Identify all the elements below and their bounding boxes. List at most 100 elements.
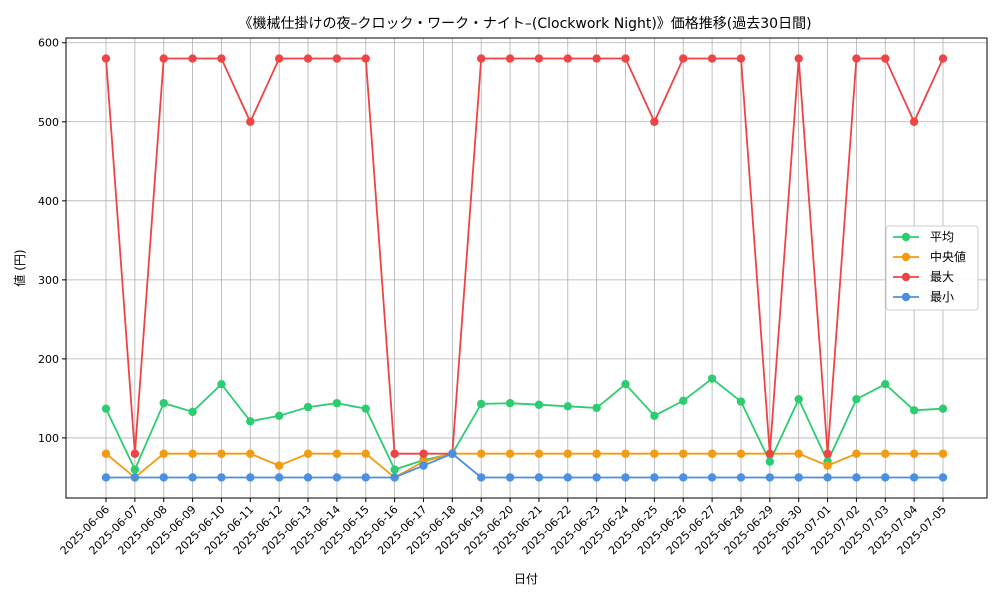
data-point <box>534 54 544 63</box>
data-point <box>707 449 717 458</box>
y-tick-label: 600 <box>38 37 59 50</box>
data-point <box>650 449 659 458</box>
x-axis-label: 日付 <box>514 572 538 586</box>
data-point <box>159 473 168 482</box>
data-point <box>130 473 140 482</box>
series-2 <box>101 54 948 458</box>
data-point <box>563 402 572 411</box>
x-axis-ticks: 2025-06-062025-06-072025-06-082025-06-09… <box>58 498 949 557</box>
y-axis-label: 値 (円) <box>12 249 27 286</box>
data-point <box>765 457 775 466</box>
series-lines <box>101 54 948 482</box>
legend-label: 最小 <box>930 290 954 304</box>
data-point <box>246 449 255 458</box>
data-point <box>909 449 919 458</box>
data-point <box>534 449 544 458</box>
data-point <box>650 473 659 482</box>
data-point <box>361 473 370 482</box>
data-point <box>909 117 919 126</box>
data-point <box>765 449 775 458</box>
legend-label: 最大 <box>930 270 954 284</box>
legend-swatch-marker <box>901 292 911 302</box>
data-point <box>650 117 659 126</box>
data-point <box>477 54 486 63</box>
data-point <box>650 411 659 421</box>
data-point <box>217 473 226 482</box>
data-point <box>852 473 861 482</box>
data-point <box>303 449 313 458</box>
data-point <box>361 54 370 63</box>
data-point <box>938 54 948 63</box>
data-point <box>448 449 457 458</box>
data-point <box>419 449 428 458</box>
data-point <box>679 396 688 405</box>
data-point <box>419 461 428 470</box>
data-point <box>909 406 919 415</box>
data-point <box>794 473 803 482</box>
legend-swatch-marker <box>901 232 911 242</box>
data-point <box>823 461 832 470</box>
data-point <box>938 473 948 482</box>
data-point <box>246 417 255 426</box>
data-point <box>563 449 572 458</box>
data-point <box>621 449 630 458</box>
data-point <box>101 473 111 482</box>
data-point <box>188 54 197 63</box>
series-3 <box>101 449 948 482</box>
data-point <box>736 397 746 406</box>
data-point <box>217 449 226 458</box>
y-tick-label: 100 <box>38 432 59 445</box>
data-point <box>938 404 948 413</box>
data-point <box>823 449 832 458</box>
data-point <box>736 54 746 63</box>
data-point <box>361 449 370 458</box>
plot-frame <box>65 37 988 499</box>
data-point <box>101 449 111 458</box>
chart-title: 《機械仕掛けの夜–クロック・ワーク・ナイト–(Clockwork Night)》… <box>238 16 811 32</box>
data-point <box>794 395 803 404</box>
data-point <box>188 473 197 482</box>
data-point <box>592 403 601 413</box>
data-point <box>621 473 630 482</box>
legend-swatch-marker <box>901 272 911 282</box>
data-point <box>390 473 399 482</box>
data-point <box>881 54 890 63</box>
data-point <box>592 54 601 63</box>
data-point <box>159 449 168 458</box>
data-point <box>159 54 168 63</box>
data-point <box>477 473 486 482</box>
y-tick-label: 400 <box>38 195 59 208</box>
data-point <box>592 473 601 482</box>
data-point <box>794 54 803 63</box>
data-point <box>534 400 544 409</box>
data-point <box>101 404 111 413</box>
data-point <box>274 473 284 482</box>
data-point <box>217 54 226 63</box>
legend-box <box>885 225 979 311</box>
data-point <box>130 449 140 458</box>
series-line <box>105 57 944 455</box>
data-point <box>390 449 399 458</box>
data-point <box>534 473 544 482</box>
data-point <box>505 54 515 63</box>
data-point <box>736 449 746 458</box>
data-point <box>274 411 284 421</box>
series-line <box>105 452 943 479</box>
data-point <box>592 449 601 458</box>
data-point <box>679 54 688 63</box>
data-point <box>303 402 313 412</box>
data-point <box>621 54 630 63</box>
data-point <box>679 473 688 482</box>
data-point <box>303 473 313 482</box>
data-point <box>477 399 486 409</box>
data-point <box>130 465 140 474</box>
data-point <box>881 473 890 482</box>
data-point <box>246 473 255 482</box>
data-point <box>823 473 832 482</box>
data-point <box>938 449 948 458</box>
data-point <box>217 379 226 389</box>
data-point <box>852 54 861 63</box>
y-axis-ticks: 100 200 300 400 500 600 <box>38 37 66 445</box>
